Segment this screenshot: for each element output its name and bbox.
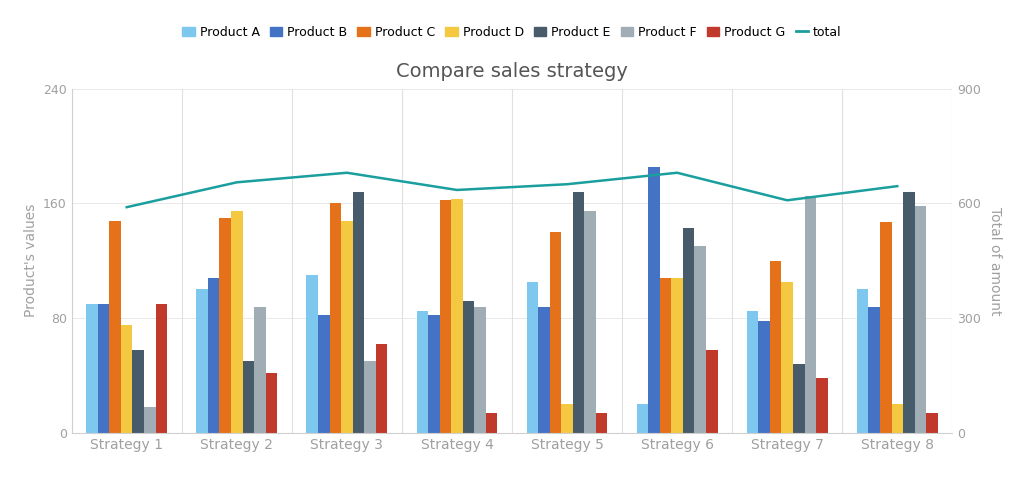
total (671, 170, 683, 176)
Bar (706, 350, 718, 433)
Bar (637, 404, 648, 433)
total (121, 204, 133, 210)
Bar (463, 301, 474, 433)
Bar (781, 282, 793, 433)
Bar (439, 201, 452, 433)
Bar (648, 167, 659, 433)
Bar (793, 364, 805, 433)
total (341, 170, 353, 176)
Bar (318, 315, 330, 433)
Bar (197, 289, 208, 433)
Bar (585, 211, 596, 433)
Bar (914, 206, 926, 433)
Bar (868, 307, 880, 433)
Bar (365, 361, 376, 433)
Bar (417, 311, 428, 433)
Bar (857, 289, 868, 433)
Bar (561, 404, 572, 433)
Bar (132, 350, 144, 433)
Legend: Product A, Product B, Product C, Product D, Product E, Product F, Product G, tot: Product A, Product B, Product C, Product… (177, 21, 847, 44)
Bar (572, 192, 585, 433)
Bar (208, 278, 219, 433)
Line: total: total (127, 173, 897, 207)
Bar (526, 282, 539, 433)
Bar (683, 228, 694, 433)
Bar (539, 307, 550, 433)
Bar (659, 278, 672, 433)
Bar (98, 304, 110, 433)
Bar (672, 278, 683, 433)
Y-axis label: Total of amount: Total of amount (988, 207, 1001, 315)
Bar (156, 304, 167, 433)
Bar (474, 307, 485, 433)
Bar (352, 192, 365, 433)
Bar (86, 304, 98, 433)
Bar (746, 311, 759, 433)
Y-axis label: Product's values: Product's values (24, 204, 38, 317)
Bar (243, 361, 254, 433)
Bar (926, 413, 938, 433)
Bar (880, 222, 892, 433)
Bar (596, 413, 607, 433)
total (891, 183, 903, 189)
Bar (550, 232, 561, 433)
Bar (306, 275, 318, 433)
Bar (110, 220, 121, 433)
Bar (428, 315, 439, 433)
Bar (805, 196, 816, 433)
Bar (376, 344, 387, 433)
Bar (770, 261, 781, 433)
Bar (485, 413, 498, 433)
Bar (892, 404, 903, 433)
total (561, 181, 573, 187)
Bar (903, 192, 914, 433)
total (230, 180, 243, 185)
Bar (330, 203, 341, 433)
Bar (341, 220, 352, 433)
total (781, 197, 794, 203)
Bar (254, 307, 265, 433)
Bar (452, 199, 463, 433)
Bar (694, 246, 706, 433)
Bar (759, 321, 770, 433)
Title: Compare sales strategy: Compare sales strategy (396, 62, 628, 82)
Bar (121, 325, 132, 433)
Bar (219, 217, 231, 433)
Bar (144, 407, 156, 433)
Bar (816, 378, 827, 433)
Bar (265, 373, 278, 433)
Bar (231, 211, 243, 433)
total (451, 187, 463, 193)
